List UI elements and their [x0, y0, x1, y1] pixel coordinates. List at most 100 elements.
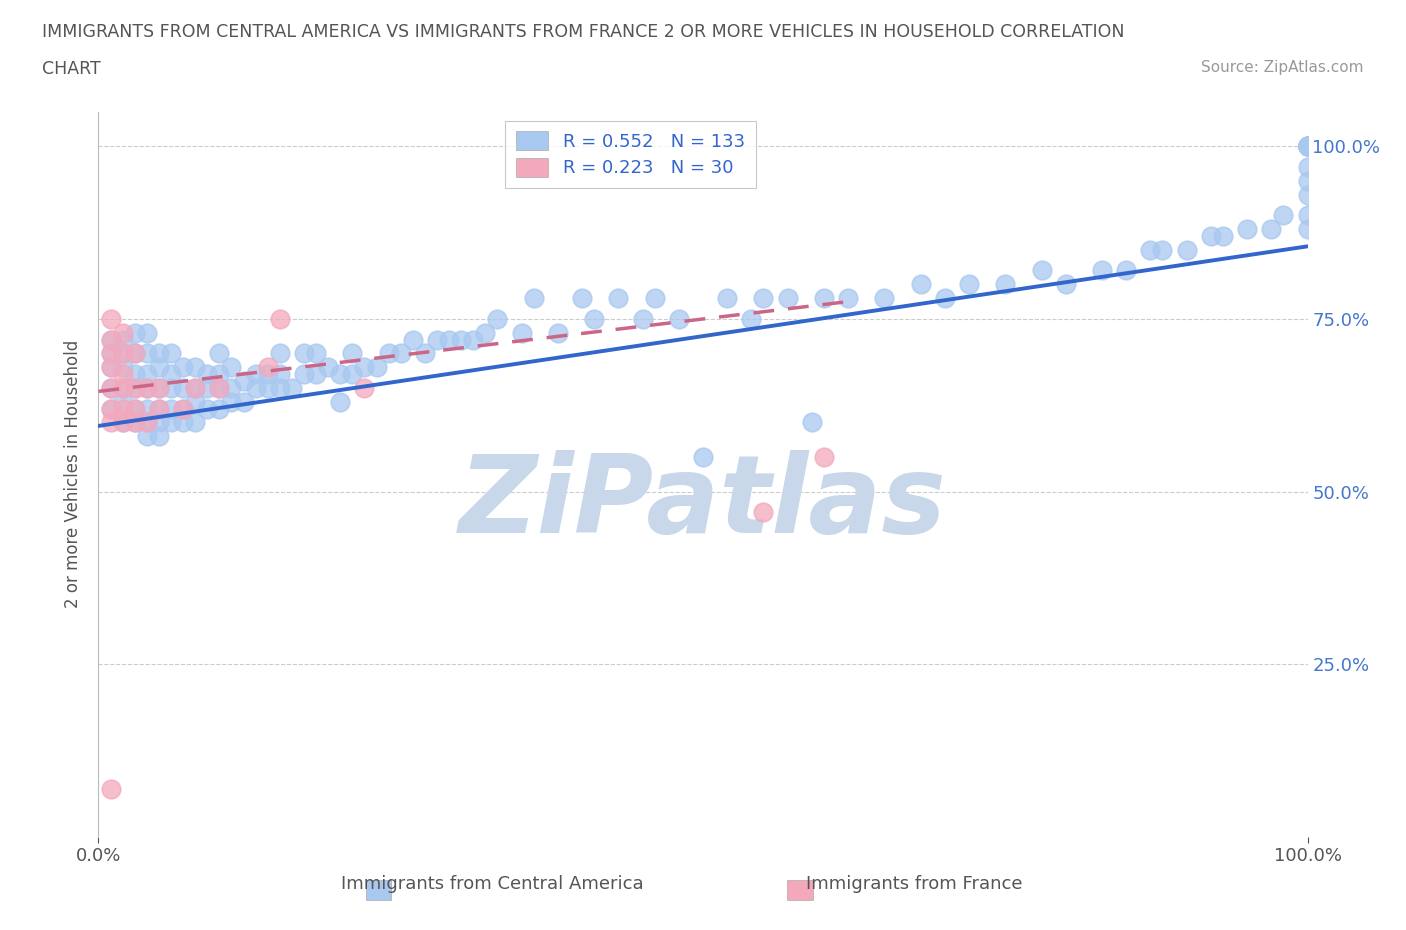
Point [316, 360, 339, 375]
Point [292, 346, 315, 361]
Point [135, 380, 157, 395]
Point [100, 312, 122, 326]
Bar [366, 880, 391, 900]
Point [184, 415, 207, 430]
Point [1296, 139, 1319, 153]
Point [148, 401, 170, 416]
Point [740, 312, 762, 326]
Point [124, 415, 146, 430]
Point [644, 291, 666, 306]
Point [366, 360, 388, 375]
Legend: R = 0.552   N = 133, R = 0.223   N = 30: R = 0.552 N = 133, R = 0.223 N = 30 [505, 121, 756, 188]
Point [1199, 229, 1222, 244]
Point [100, 332, 122, 347]
Point [111, 332, 134, 347]
Point [100, 360, 122, 375]
Point [100, 415, 122, 430]
Point [377, 346, 399, 361]
Point [221, 360, 243, 375]
Point [305, 366, 328, 381]
Point [221, 380, 243, 395]
Point [208, 366, 231, 381]
Point [135, 326, 157, 340]
Point [1296, 173, 1319, 188]
Point [148, 360, 170, 375]
Point [329, 394, 352, 409]
Point [1296, 139, 1319, 153]
Point [716, 291, 738, 306]
Point [994, 277, 1017, 292]
Point [124, 401, 146, 416]
Point [523, 291, 546, 306]
Point [124, 401, 146, 416]
Point [172, 401, 194, 416]
Point [1296, 139, 1319, 153]
Point [342, 346, 364, 361]
Point [631, 312, 654, 326]
Point [463, 332, 485, 347]
Point [281, 380, 304, 395]
Point [160, 401, 183, 416]
Point [1054, 277, 1077, 292]
Point [342, 366, 364, 381]
Point [232, 394, 254, 409]
Point [389, 346, 412, 361]
Point [100, 332, 122, 347]
Point [208, 380, 231, 395]
Point [195, 366, 218, 381]
Point [1152, 243, 1174, 258]
Point [135, 401, 157, 416]
Point [607, 291, 630, 306]
Point [148, 380, 170, 395]
Point [486, 312, 509, 326]
Point [111, 360, 134, 375]
Point [195, 380, 218, 395]
Point [100, 346, 122, 361]
Point [100, 401, 122, 416]
Point [124, 415, 146, 430]
Point [148, 346, 170, 361]
Point [100, 781, 122, 796]
Point [172, 380, 194, 395]
Point [1091, 263, 1114, 278]
Point [256, 360, 278, 375]
Point [1139, 243, 1161, 258]
Point [100, 401, 122, 416]
Point [208, 401, 231, 416]
Point [1296, 139, 1319, 153]
Point [135, 380, 157, 395]
Point [1296, 159, 1319, 174]
Point [124, 346, 146, 361]
Point [135, 366, 157, 381]
Point [1296, 139, 1319, 153]
Y-axis label: 2 or more Vehicles in Household: 2 or more Vehicles in Household [65, 340, 83, 608]
Point [1296, 139, 1319, 153]
Point [100, 380, 122, 395]
Point [1296, 139, 1319, 153]
Point [160, 380, 183, 395]
Point [800, 415, 823, 430]
Point [1115, 263, 1137, 278]
Point [111, 326, 134, 340]
Point [1260, 221, 1282, 236]
Point [571, 291, 593, 306]
Point [172, 415, 194, 430]
Point [305, 346, 328, 361]
Point [148, 415, 170, 430]
Point [269, 346, 291, 361]
Point [111, 380, 134, 395]
Point [1272, 207, 1295, 222]
Point [245, 380, 267, 395]
Point [135, 346, 157, 361]
Point [813, 449, 835, 464]
Point [256, 366, 278, 381]
Point [668, 312, 690, 326]
Point [437, 332, 460, 347]
Text: Immigrants from France: Immigrants from France [806, 875, 1022, 893]
Point [184, 380, 207, 395]
Point [1296, 221, 1319, 236]
Point [100, 380, 122, 395]
Text: ZiPatlas: ZiPatlas [460, 450, 946, 556]
Text: CHART: CHART [42, 60, 101, 78]
Point [111, 401, 134, 416]
